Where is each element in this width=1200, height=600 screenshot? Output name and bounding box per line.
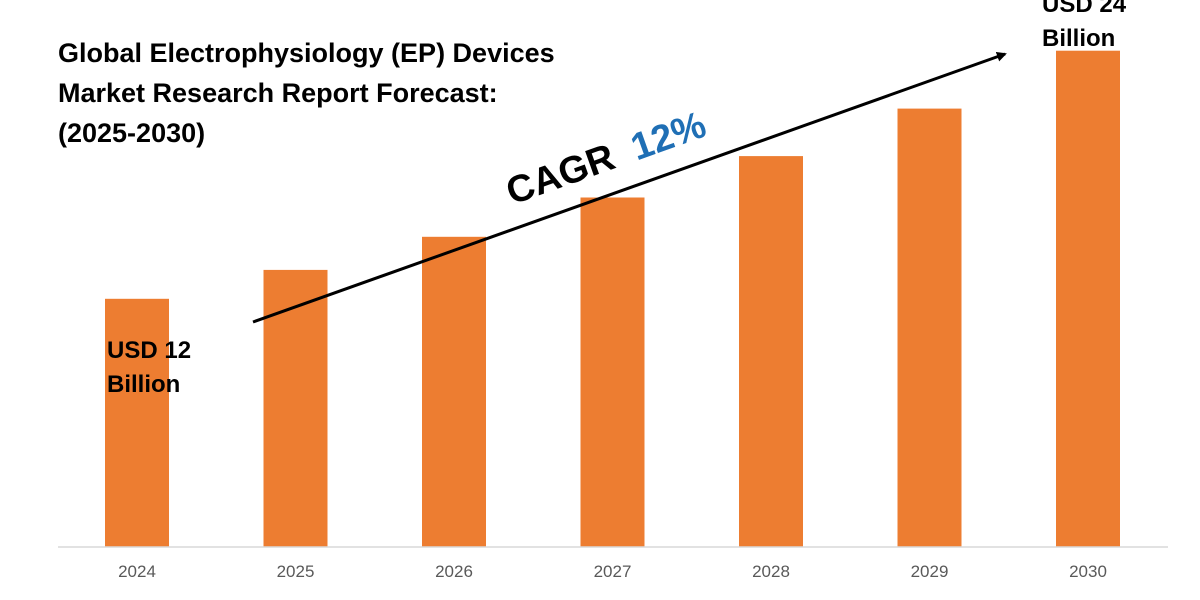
- bar-2026: [422, 236, 486, 548]
- cagr-value: 12%: [626, 104, 712, 169]
- x-axis-tick-labels: 2024 2025 2026 2027 2028 2029 2030: [118, 562, 1107, 581]
- x-tick-label-2024: 2024: [118, 562, 156, 581]
- x-tick-label-2026: 2026: [435, 562, 473, 581]
- bar-2025: [263, 269, 328, 547]
- bar-2024: [105, 298, 169, 547]
- title-line-1: Global Electrophysiology (EP) Devices: [58, 38, 555, 68]
- title-line-2: Market Research Report Forecast:: [58, 78, 498, 108]
- x-tick-label-2027: 2027: [594, 562, 632, 581]
- title-line-3: (2025-2030): [58, 118, 205, 148]
- start-annotation-line-2: Billion: [107, 371, 180, 398]
- cagr-trend-arrow: [252, 51, 1007, 324]
- end-value-annotation: USD 24 Billion: [1042, 0, 1127, 52]
- bar-series: [105, 50, 1120, 548]
- chart-title: Global Electrophysiology (EP) Devices Ma…: [58, 38, 555, 148]
- x-tick-label-2028: 2028: [752, 562, 790, 581]
- bar-2028: [739, 156, 803, 547]
- start-annotation-line-1: USD 12: [107, 337, 191, 364]
- bar-2030: [1056, 50, 1120, 547]
- end-annotation-line-2: Billion: [1042, 25, 1115, 52]
- bar-2029: [897, 108, 962, 547]
- end-annotation-line-1: USD 24: [1042, 0, 1127, 18]
- x-tick-label-2029: 2029: [911, 562, 949, 581]
- x-tick-label-2030: 2030: [1069, 562, 1107, 581]
- bar-2027: [580, 197, 645, 547]
- x-tick-label-2025: 2025: [277, 562, 315, 581]
- start-value-annotation: USD 12 Billion: [107, 337, 191, 398]
